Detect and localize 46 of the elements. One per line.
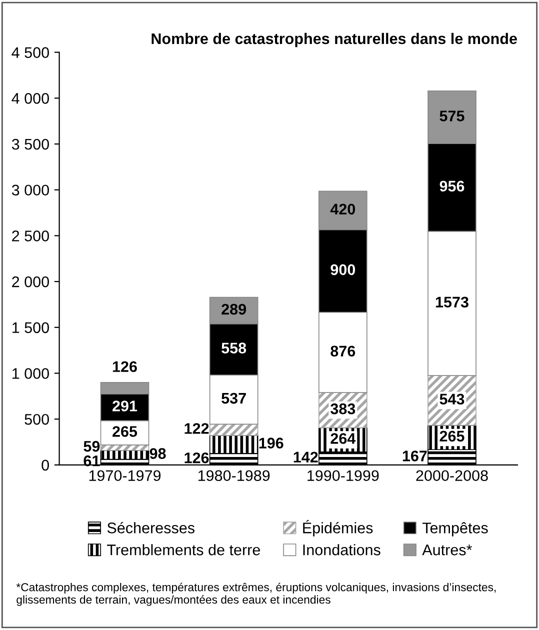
x-tick-label: 1970-1979 <box>89 470 161 482</box>
y-tick-label: 4 500 <box>12 47 49 58</box>
data-label: 956 <box>440 180 464 192</box>
data-label: 59 <box>84 440 100 452</box>
data-label: 264 <box>330 433 356 444</box>
data-label: 543 <box>440 394 464 405</box>
data-label: 291 <box>112 400 138 412</box>
data-label: 167 <box>402 450 427 462</box>
x-tick-label: 2000-2008 <box>416 470 488 482</box>
y-tick-label: 2 500 <box>12 230 49 242</box>
data-label: 537 <box>222 392 246 404</box>
chart-title: Nombre de catastrophes naturelles dans le monde <box>152 32 517 48</box>
data-label: 575 <box>440 110 464 122</box>
data-label: 876 <box>330 346 356 357</box>
legend-label: Inondations <box>303 544 380 556</box>
x-tick-label: 1990-1999 <box>308 470 379 482</box>
data-label: 126 <box>184 452 209 464</box>
data-label: 98 <box>150 448 166 459</box>
data-label: 558 <box>222 342 246 354</box>
data-label: 1573 <box>436 296 468 308</box>
y-tick-label: 2 000 <box>12 276 49 288</box>
x-tick-label: 1980-1989 <box>198 470 270 482</box>
text: *Catastrophes complexes, températures extrêmes, éruptions volcaniques, invasions d’insectes, glissements de terrain, vagues/montées des eaux et incendies <box>16 582 496 606</box>
data-label: 900 <box>330 264 356 276</box>
data-label: 265 <box>440 430 464 442</box>
data-label: 420 <box>330 204 356 215</box>
legend-label: Sécheresses <box>107 522 194 534</box>
y-tick-label: 1 000 <box>12 368 49 379</box>
data-label: 265 <box>112 426 138 437</box>
y-tick-label: 500 <box>24 414 49 425</box>
y-tick-label: 3 000 <box>12 184 49 196</box>
legend-label: Tempêtes <box>422 522 488 536</box>
data-label: 383 <box>330 403 356 414</box>
y-tick-label: 4 000 <box>12 93 49 104</box>
data-label: 289 <box>222 304 246 315</box>
y-tick-label: 0 <box>42 460 49 471</box>
data-label: 142 <box>294 452 318 462</box>
bar <box>209 424 258 436</box>
legend-label: Épidémies <box>303 520 373 536</box>
data-label: 196 <box>259 438 284 448</box>
legend-label: Tremblements de terre <box>107 544 260 556</box>
data-label: 126 <box>112 361 137 372</box>
data-label: 122 <box>184 423 209 434</box>
legend-label: Autres* <box>422 544 472 556</box>
y-tick-label: 1 500 <box>12 322 49 334</box>
y-tick-label: 3 500 <box>12 138 49 150</box>
